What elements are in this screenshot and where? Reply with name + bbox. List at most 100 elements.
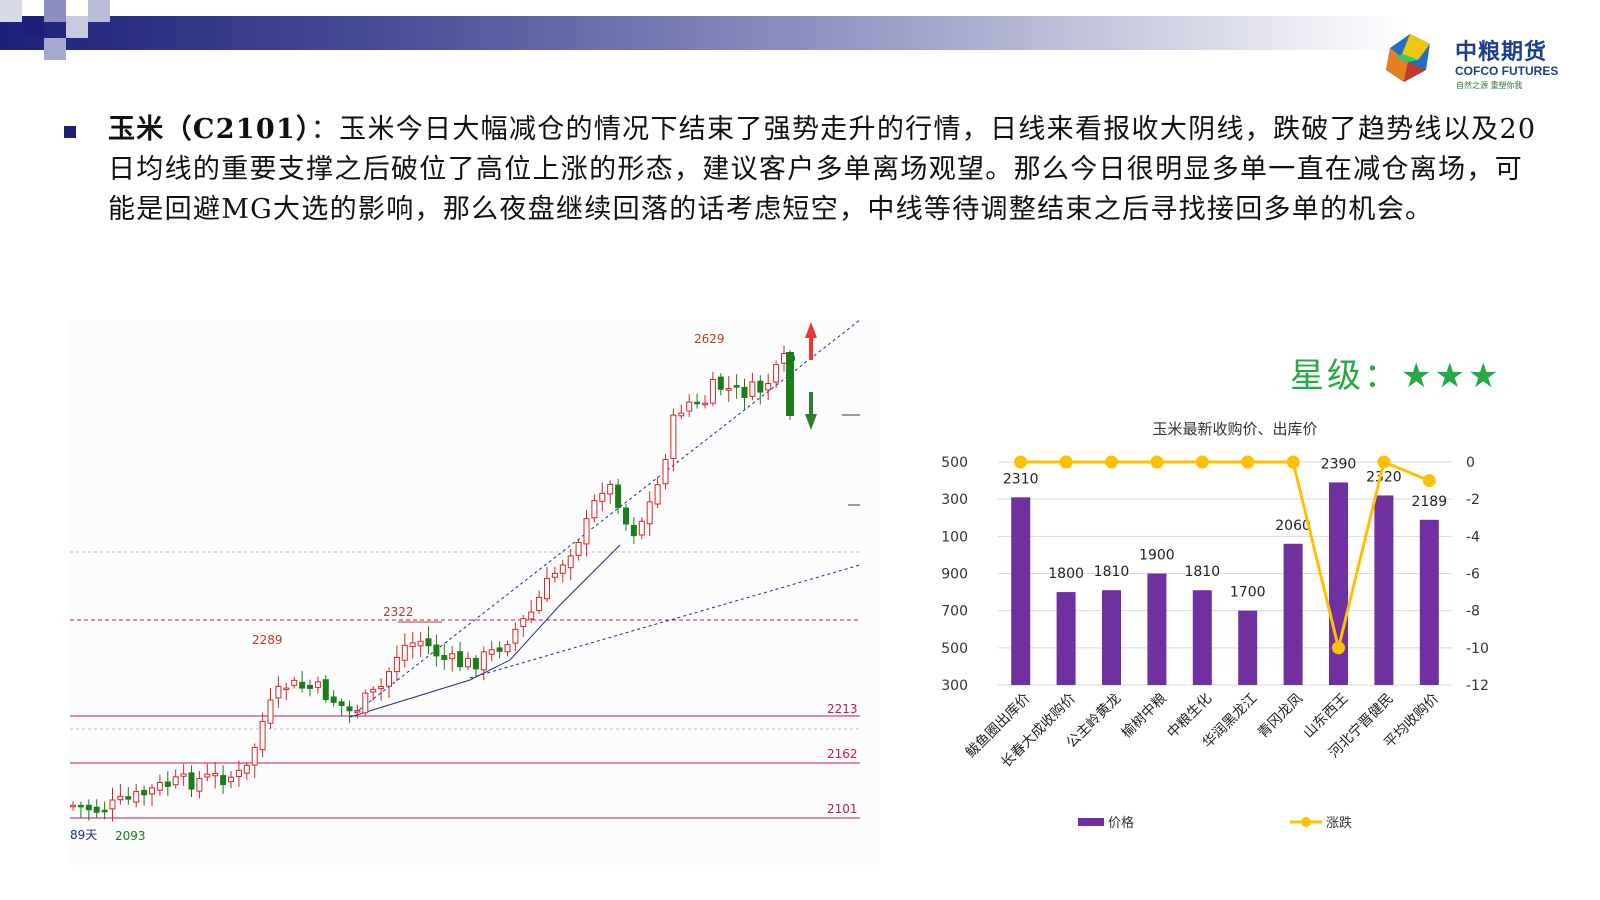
candle-body xyxy=(544,578,550,600)
bar-data-label: 2320 xyxy=(1366,469,1402,485)
candle-body xyxy=(346,706,353,712)
candle-body xyxy=(551,572,558,578)
candle-body xyxy=(291,679,298,686)
x-category-label: 青冈龙凤 xyxy=(1255,691,1306,742)
bar xyxy=(1329,482,1348,685)
y-right-tick-label: -2 xyxy=(1466,492,1480,508)
bar-data-label: 1810 xyxy=(1094,564,1130,580)
change-point xyxy=(1014,455,1028,469)
candle-body xyxy=(741,386,748,399)
cofco-logo xyxy=(1386,34,1430,82)
candle-body xyxy=(267,699,274,724)
candle-body xyxy=(465,657,471,668)
candle-body xyxy=(164,781,171,787)
legend-swatch-price xyxy=(1078,818,1104,826)
candle-body xyxy=(528,611,535,620)
bar xyxy=(1192,590,1212,685)
change-point xyxy=(1195,455,1209,469)
bar xyxy=(1102,590,1121,685)
legend-marker-change xyxy=(1301,817,1311,827)
trend-line xyxy=(469,564,861,679)
candle-body xyxy=(180,773,187,777)
candle-body xyxy=(172,776,179,786)
bar xyxy=(1147,573,1167,685)
candle-body xyxy=(686,401,693,412)
change-point xyxy=(1377,455,1391,469)
candle-body xyxy=(378,686,385,690)
candle-body xyxy=(694,401,701,405)
candle-body xyxy=(235,769,242,778)
y-left-tick-label: 1900 xyxy=(940,567,968,583)
candle-body xyxy=(275,685,282,699)
candle-body xyxy=(496,647,503,652)
bar-data-label: 1700 xyxy=(1230,585,1266,601)
change-point xyxy=(1241,455,1255,469)
change-point xyxy=(1332,641,1345,655)
corn-price-chart: 玉米最新收购价、出库价 2500 2300 2100 1900 1700 1500 1300… xyxy=(940,420,1489,831)
up-arrow-icon xyxy=(805,322,817,360)
candle-body xyxy=(322,679,329,700)
candle-body xyxy=(662,458,669,485)
candle-body xyxy=(725,388,732,391)
bar xyxy=(1238,610,1258,685)
y-right-tick-label: -12 xyxy=(1466,678,1489,694)
candle-body xyxy=(425,638,432,647)
x-category-label: 榆树中粮 xyxy=(1119,691,1170,742)
candle-body xyxy=(559,564,566,574)
candle-body xyxy=(433,644,440,657)
candle-body xyxy=(417,640,424,647)
bar xyxy=(1419,519,1439,685)
candle-body xyxy=(488,649,495,655)
commentary-body: 玉米今日大幅减仓的情况下结束了强势走升的行情，日线来看报收大阴线，跌破了趋势线以… xyxy=(108,114,1537,225)
deco-square xyxy=(0,0,22,22)
candle-body xyxy=(109,799,116,810)
bar xyxy=(1374,495,1394,685)
candle-body xyxy=(85,804,92,811)
candle-body xyxy=(409,642,416,648)
candle-body xyxy=(441,655,448,660)
candle-body xyxy=(401,644,408,661)
rating-label: 星级： xyxy=(1290,356,1401,396)
candle-body xyxy=(638,520,645,536)
y-left-tick-label: 1300 xyxy=(940,678,968,694)
candle-body xyxy=(101,809,108,813)
chart-legend: 价格 涨跌 xyxy=(1078,815,1352,831)
level-label: 2162 xyxy=(827,747,858,761)
trend-line xyxy=(349,320,861,718)
candle-body xyxy=(141,789,148,796)
high-label: 2322 xyxy=(383,605,414,619)
level-label: 2101 xyxy=(827,802,858,816)
candle-body xyxy=(773,364,780,383)
bar-data-label: 2390 xyxy=(1321,456,1357,472)
candle-body xyxy=(370,688,377,693)
y-right-tick-label: -4 xyxy=(1466,529,1480,545)
candle-body xyxy=(591,500,598,519)
deco-square xyxy=(44,0,66,22)
y-right-tick-label: -10 xyxy=(1466,641,1489,657)
candle-body xyxy=(228,776,234,783)
candle-body xyxy=(583,518,590,545)
y-left-tick-label: 2500 xyxy=(940,455,968,471)
candle-body xyxy=(630,524,637,537)
candle-body xyxy=(314,681,321,689)
candle-body xyxy=(520,618,527,627)
candle-body xyxy=(670,414,677,460)
period-label: 89天 xyxy=(70,828,97,842)
bar-data-label: 2189 xyxy=(1411,494,1447,510)
candle-body xyxy=(702,402,708,406)
down-arrow-icon xyxy=(805,392,817,430)
y-left-tick-label: 2300 xyxy=(940,492,968,508)
candle-body xyxy=(654,484,661,505)
candle-body xyxy=(354,709,361,713)
deco-square xyxy=(22,16,44,38)
candle-body xyxy=(338,701,345,706)
candle-body xyxy=(536,596,543,611)
candlestick-chart: 2629 2289 2322 2093 2213 2162 2101 89天 xyxy=(70,320,880,865)
candle-body xyxy=(259,720,266,751)
candle-body xyxy=(70,804,76,808)
bar-data-label: 1900 xyxy=(1139,548,1175,564)
bar xyxy=(1011,497,1031,685)
deco-square xyxy=(44,38,66,60)
deco-square xyxy=(88,0,110,22)
star-rating: 星级：★★★ xyxy=(1290,348,1501,397)
